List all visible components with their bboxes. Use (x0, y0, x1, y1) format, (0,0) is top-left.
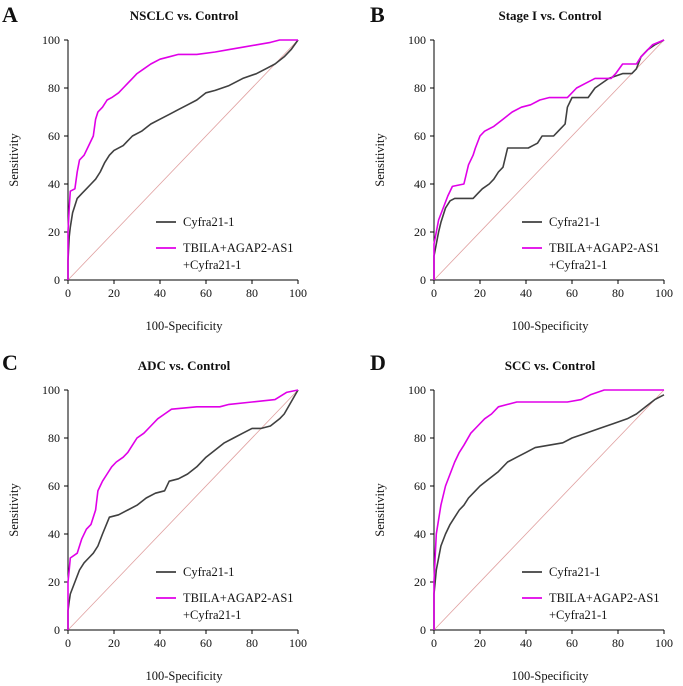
y-tick-label: 100 (42, 33, 60, 47)
x-tick-label: 60 (200, 636, 212, 650)
y-tick-label: 40 (48, 177, 60, 191)
x-tick-label: 100 (655, 286, 673, 300)
y-tick-label: 20 (414, 575, 426, 589)
y-tick-label: 100 (408, 33, 426, 47)
x-tick-label: 0 (65, 286, 71, 300)
series-line-combined (67, 39, 298, 280)
x-tick-label: 40 (154, 286, 166, 300)
x-axis-label: 100-Specificity (511, 319, 589, 333)
y-tick-label: 40 (48, 527, 60, 541)
series-line-combined (433, 389, 664, 630)
y-tick-label: 0 (420, 623, 426, 637)
y-axis-label: Sensitivity (7, 133, 21, 187)
x-tick-label: 40 (520, 286, 532, 300)
x-tick-label: 0 (431, 636, 437, 650)
x-tick-label: 40 (154, 636, 166, 650)
y-tick-label: 80 (48, 431, 60, 445)
panel-letter: B (370, 2, 385, 27)
series-line-cyfra21-1 (433, 39, 665, 280)
y-tick-label: 60 (414, 479, 426, 493)
reference-line (433, 39, 665, 281)
y-tick-label: 40 (414, 177, 426, 191)
chart-title: SCC vs. Control (505, 358, 596, 373)
y-tick-label: 60 (48, 129, 60, 143)
x-tick-label: 80 (612, 636, 624, 650)
x-tick-label: 60 (566, 636, 578, 650)
legend-label-cyfra21-1: Cyfra21-1 (183, 565, 234, 579)
panel-a: A NSCLC vs. Control 100-Specificity Sens… (2, 2, 307, 333)
legend-label-cyfra21-1: Cyfra21-1 (549, 565, 600, 579)
y-axis-label: Sensitivity (7, 483, 21, 537)
series-line-cyfra21-1 (433, 394, 665, 630)
x-tick-label: 20 (474, 286, 486, 300)
series-line-combined (433, 39, 665, 280)
x-tick-label: 20 (108, 636, 120, 650)
y-tick-label: 100 (42, 383, 60, 397)
y-tick-label: 60 (48, 479, 60, 493)
y-tick-label: 80 (414, 81, 426, 95)
x-tick-label: 100 (655, 636, 673, 650)
x-tick-label: 0 (65, 636, 71, 650)
reference-line (67, 389, 299, 631)
legend-label-combined: TBILA+AGAP2-AS1 (183, 241, 294, 255)
x-axis-label: 100-Specificity (145, 669, 223, 683)
panel-letter: C (2, 350, 18, 375)
reference-line (67, 39, 299, 281)
x-axis-label: 100-Specificity (511, 669, 589, 683)
legend-label-combined-cont: +Cyfra21-1 (183, 258, 241, 272)
series-line-cyfra21-1 (67, 39, 299, 280)
y-tick-label: 80 (414, 431, 426, 445)
y-tick-label: 40 (414, 527, 426, 541)
series-line-combined (67, 389, 299, 630)
y-tick-label: 60 (414, 129, 426, 143)
panel-c: C ADC vs. Control 100-Specificity Sensit… (2, 350, 307, 683)
x-tick-label: 60 (566, 286, 578, 300)
panel-d: D SCC vs. Control 100-Specificity Sensit… (370, 350, 673, 683)
series-line-cyfra21-1 (67, 389, 299, 630)
reference-line (433, 389, 665, 631)
legend-label-combined: TBILA+AGAP2-AS1 (549, 591, 660, 605)
y-tick-label: 100 (408, 383, 426, 397)
x-tick-label: 40 (520, 636, 532, 650)
x-tick-label: 60 (200, 286, 212, 300)
panel-letter: A (2, 2, 18, 27)
legend-label-cyfra21-1: Cyfra21-1 (183, 215, 234, 229)
x-tick-label: 100 (289, 636, 307, 650)
x-tick-label: 20 (108, 286, 120, 300)
legend-label-combined-cont: +Cyfra21-1 (549, 608, 607, 622)
legend-label-cyfra21-1: Cyfra21-1 (549, 215, 600, 229)
y-axis-label: Sensitivity (373, 133, 387, 187)
legend-label-combined-cont: +Cyfra21-1 (549, 258, 607, 272)
legend-label-combined: TBILA+AGAP2-AS1 (183, 591, 294, 605)
chart-title: Stage I vs. Control (498, 8, 601, 23)
chart-title: NSCLC vs. Control (130, 8, 239, 23)
panel-b: B Stage I vs. Control 100-Specificity Se… (370, 2, 673, 333)
x-axis-label: 100-Specificity (145, 319, 223, 333)
x-tick-label: 80 (612, 286, 624, 300)
x-tick-label: 80 (246, 636, 258, 650)
x-tick-label: 0 (431, 286, 437, 300)
y-tick-label: 20 (48, 225, 60, 239)
y-tick-label: 0 (420, 273, 426, 287)
y-tick-label: 80 (48, 81, 60, 95)
x-tick-label: 20 (474, 636, 486, 650)
y-axis-label: Sensitivity (373, 483, 387, 537)
y-tick-label: 20 (48, 575, 60, 589)
y-tick-label: 20 (414, 225, 426, 239)
chart-title: ADC vs. Control (138, 358, 231, 373)
panel-letter: D (370, 350, 386, 375)
y-tick-label: 0 (54, 623, 60, 637)
x-tick-label: 100 (289, 286, 307, 300)
x-tick-label: 80 (246, 286, 258, 300)
legend-label-combined-cont: +Cyfra21-1 (183, 608, 241, 622)
legend-label-combined: TBILA+AGAP2-AS1 (549, 241, 660, 255)
y-tick-label: 0 (54, 273, 60, 287)
